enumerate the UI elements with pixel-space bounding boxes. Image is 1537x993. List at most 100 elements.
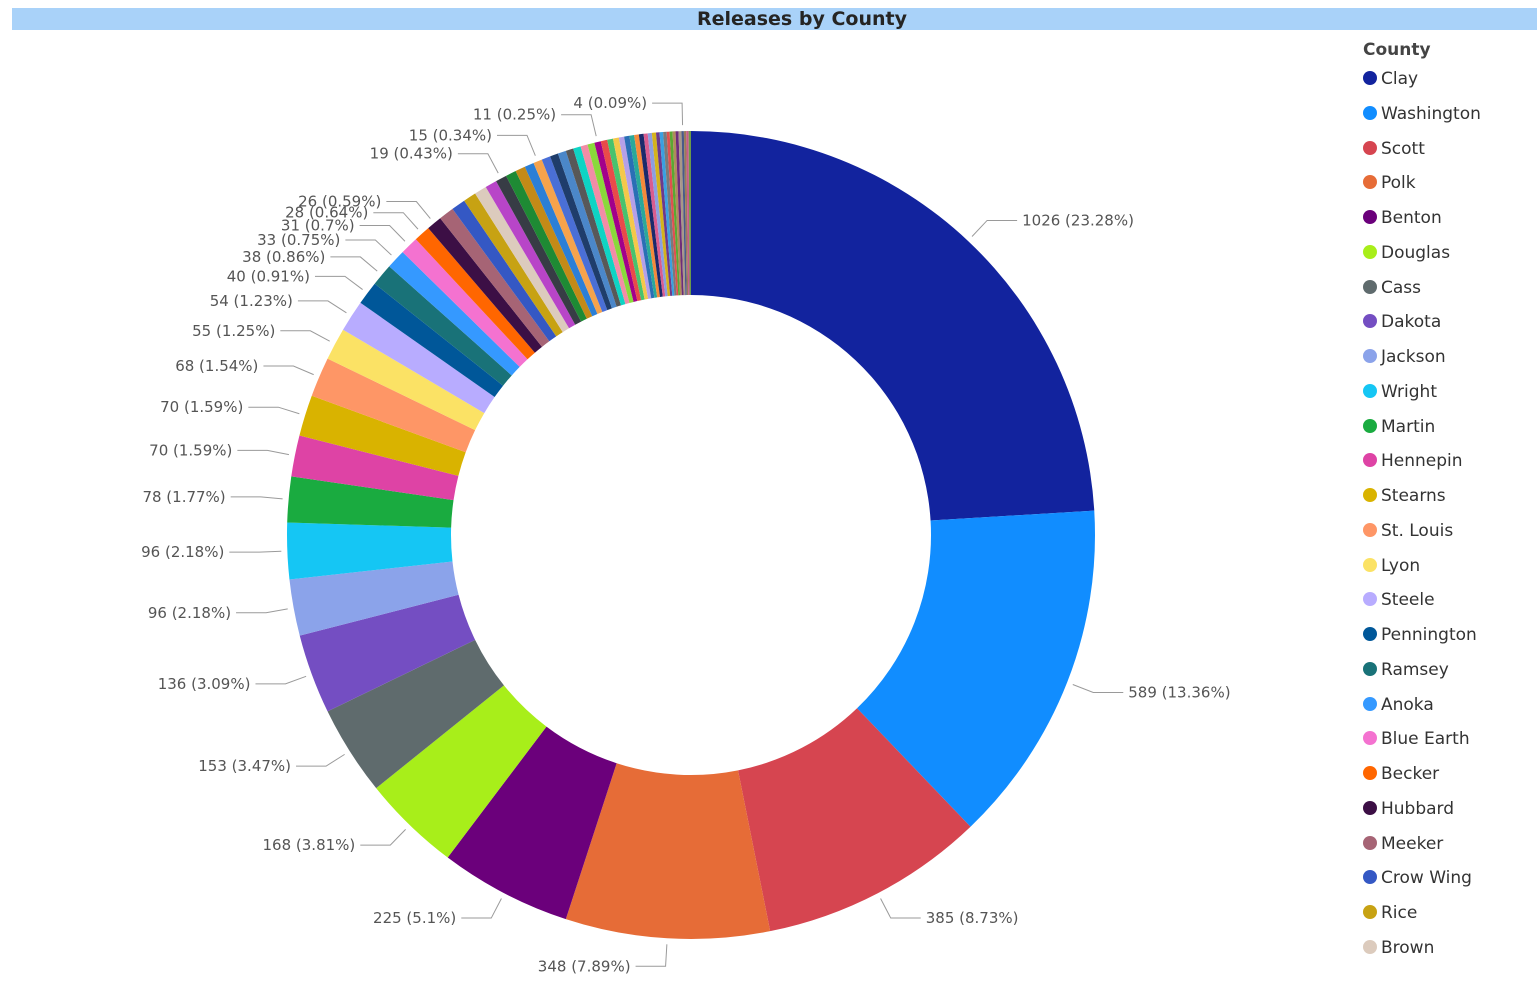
slice-43[interactable] [612,137,649,300]
slice-37[interactable] [573,146,626,306]
legend-label: Lyon [1381,555,1421,576]
legend-item-lyon[interactable]: Lyon [1363,554,1420,578]
slice-41[interactable] [600,139,642,302]
slice-benton[interactable] [447,726,617,920]
legend-item-ramsey[interactable]: Ramsey [1363,658,1449,682]
slice-stearns[interactable] [299,395,466,476]
slice-blue-earth[interactable] [402,239,528,367]
legend-item-becker[interactable]: Becker [1363,762,1439,786]
slice-hennepin[interactable] [291,435,459,501]
legend-dot-icon [1363,557,1377,572]
slice-53[interactable] [659,131,675,296]
legend-item-stearns[interactable]: Stearns [1363,484,1446,508]
slice-31[interactable] [524,162,598,317]
slice-56[interactable] [669,131,681,296]
slice-47[interactable] [634,134,660,298]
slice-dakota[interactable] [299,594,476,712]
slice-28[interactable] [496,175,582,325]
slice-33[interactable] [541,156,608,312]
slice-36[interactable] [565,148,622,307]
slice-35[interactable] [557,150,617,309]
legend-item-cass[interactable]: Cass [1363,276,1421,300]
legend-label: Anoka [1381,694,1434,715]
leader-line [280,330,330,342]
slice-44[interactable] [618,136,652,299]
slice-wright[interactable] [287,522,453,580]
slice-54[interactable] [663,131,677,296]
legend-item-wright[interactable]: Wright [1363,380,1437,404]
legend-item-hubbard[interactable]: Hubbard [1363,797,1454,821]
slice-61[interactable] [683,131,689,296]
slice-58[interactable] [675,131,684,296]
legend-item-hennepin[interactable]: Hennepin [1363,449,1463,473]
slice-rice[interactable] [464,193,563,337]
legend-item-steele[interactable]: Steele [1363,588,1435,612]
legend-item-blue-earth[interactable]: Blue Earth [1363,727,1470,751]
slice-32[interactable] [533,159,603,314]
slice-anoka[interactable] [389,252,520,376]
legend-item-clay[interactable]: Clay [1363,67,1418,91]
slice-63[interactable] [688,131,691,296]
leader-line [386,201,431,219]
data-label: 54 (1.23%) [210,292,293,310]
legend-item-rice[interactable]: Rice [1363,901,1417,925]
slice-clay[interactable] [691,131,1095,521]
slice-st-louis[interactable] [311,358,476,453]
slice-meeker[interactable] [440,208,550,347]
slice-30[interactable] [515,166,593,319]
slice-becker[interactable] [415,228,535,360]
legend-dot-icon [1363,175,1377,190]
slice-douglas[interactable] [376,685,547,858]
leader-line [1072,684,1124,694]
slice-55[interactable] [666,131,679,296]
slice-29[interactable] [506,171,587,322]
slice-martin[interactable] [287,476,454,528]
legend-item-polk[interactable]: Polk [1363,171,1416,195]
legend-item-st-louis[interactable]: St. Louis [1363,519,1453,543]
slice-49[interactable] [643,133,666,297]
slice-steele[interactable] [343,302,495,414]
legend-item-scott[interactable]: Scott [1363,137,1425,161]
slice-50[interactable] [647,132,668,297]
legend-item-washington[interactable]: Washington [1363,102,1481,126]
slice-38[interactable] [580,144,630,305]
slice-jackson[interactable] [289,561,459,636]
slice-brown[interactable] [475,187,570,333]
legend-item-brown[interactable]: Brown [1363,936,1434,960]
legend-item-martin[interactable]: Martin [1363,415,1435,439]
slice-39[interactable] [587,142,634,304]
legend-item-anoka[interactable]: Anoka [1363,693,1434,717]
legend-item-jackson[interactable]: Jackson [1363,345,1446,369]
legend-dot-icon [1363,522,1377,537]
slice-pennington[interactable] [360,283,504,398]
slice-hubbard[interactable] [428,218,542,353]
slice-scott[interactable] [738,708,971,932]
slice-34[interactable] [550,153,612,311]
slice-40[interactable] [594,141,638,302]
legend-item-douglas[interactable]: Douglas [1363,241,1450,265]
legend-item-crow-wing[interactable]: Crow Wing [1363,866,1472,890]
slice-59[interactable] [678,131,686,296]
slice-46[interactable] [629,135,658,298]
slice-washington[interactable] [857,510,1095,827]
slice-45[interactable] [624,135,655,299]
slice-ramsey[interactable] [374,266,512,386]
legend-label: Crow Wing [1381,868,1472,889]
legend-item-benton[interactable]: Benton [1363,206,1442,230]
slice-51[interactable] [651,132,671,297]
slice-60[interactable] [681,131,687,296]
slice-lyon[interactable] [327,329,485,431]
data-label: 136 (3.09%) [158,675,251,693]
slice-olmsted[interactable] [485,181,576,329]
legend-item-dakota[interactable]: Dakota [1363,310,1441,334]
slice-52[interactable] [655,132,673,296]
legend-item-pennington[interactable]: Pennington [1363,623,1477,647]
slice-cass[interactable] [327,639,504,789]
slice-62[interactable] [686,131,690,296]
slice-crow-wing[interactable] [452,200,557,342]
slice-57[interactable] [672,131,682,296]
slice-polk[interactable] [565,763,771,939]
slice-42[interactable] [607,138,645,301]
slice-48[interactable] [638,133,663,298]
legend-item-meeker[interactable]: Meeker [1363,832,1443,856]
